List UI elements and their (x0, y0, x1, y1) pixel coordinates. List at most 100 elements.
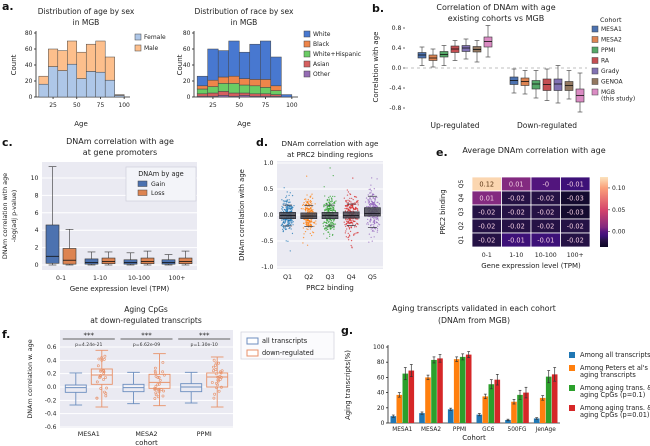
svg-text:0.0: 0.0 (264, 212, 274, 219)
svg-text:40: 40 (183, 62, 191, 69)
svg-text:60: 60 (25, 46, 33, 53)
svg-text:0.0: 0.0 (47, 384, 57, 391)
svg-text:Age: Age (237, 120, 251, 128)
svg-text:-0.01: -0.01 (567, 180, 584, 188)
svg-text:Q2: Q2 (304, 273, 313, 281)
svg-text:100: 100 (373, 344, 385, 351)
svg-text:0.10: 0.10 (612, 185, 626, 192)
svg-text:Gain: Gain (151, 181, 165, 188)
svg-text:Up-regulated: Up-regulated (431, 121, 480, 130)
svg-text:50: 50 (73, 102, 81, 109)
svg-text:-0.02: -0.02 (478, 208, 495, 216)
svg-text:MESA1: MESA1 (601, 26, 622, 33)
svg-text:(this study): (this study) (601, 96, 635, 103)
svg-text:-0.03: -0.03 (567, 208, 584, 216)
svg-text:60: 60 (377, 374, 385, 381)
panel-d-label: d. (256, 136, 269, 149)
svg-text:Down-regulated: Down-regulated (517, 121, 577, 130)
svg-text:1.0: 1.0 (264, 160, 274, 167)
svg-text:0.12: 0.12 (479, 180, 494, 188)
svg-text:all transcripts: all transcripts (262, 337, 308, 345)
svg-text:-1.0: -1.0 (261, 264, 273, 271)
svg-text:80: 80 (183, 30, 191, 37)
svg-text:0-1: 0-1 (56, 275, 66, 282)
svg-text:-0.02: -0.02 (508, 222, 525, 230)
prc2-strip-plot: DNAm correlation with age at PRC2 binding… (238, 139, 383, 292)
svg-text:-0.4: -0.4 (45, 411, 57, 418)
svg-text:-0.5: -0.5 (261, 238, 273, 245)
svg-text:20: 20 (25, 78, 33, 85)
svg-text:0: 0 (35, 262, 39, 269)
svg-text:100+: 100+ (169, 275, 186, 282)
svg-text:-0.2: -0.2 (45, 397, 57, 404)
svg-text:0.6: 0.6 (47, 344, 57, 351)
svg-text:Correlation of DNAm with age: Correlation of DNAm with age (436, 3, 555, 12)
svg-text:Distribution of race by sex: Distribution of race by sex (195, 7, 295, 16)
svg-text:0.8: 0.8 (392, 25, 402, 32)
svg-text:Q4: Q4 (347, 273, 356, 281)
svg-text:-0.6: -0.6 (45, 424, 57, 431)
aging-cpgs-boxplot: Aging CpGs at down-regulated transcripts 0… (26, 305, 335, 446)
svg-text:20: 20 (377, 405, 385, 412)
svg-text:0.01: 0.01 (509, 180, 524, 188)
svg-text:in MGB: in MGB (231, 18, 258, 27)
svg-text:GC6: GC6 (482, 427, 495, 433)
svg-text:aging CpGs (p=0.01): aging CpGs (p=0.01) (580, 411, 650, 419)
panel-g-label: g. (341, 324, 354, 337)
svg-text:0.01: 0.01 (479, 194, 494, 202)
svg-text:-0.02: -0.02 (537, 208, 554, 216)
svg-text:Cohort: Cohort (462, 434, 486, 442)
svg-text:Gene expression level (TPM): Gene expression level (TPM) (70, 285, 170, 293)
svg-text:10-100: 10-100 (535, 252, 557, 259)
svg-text:-0.02: -0.02 (508, 208, 525, 216)
validation-bar-chart: Aging transcripts validated in each coho… (344, 304, 650, 442)
svg-text:MESA2: MESA2 (421, 427, 441, 433)
svg-text:-log(adj p-value): -log(adj p-value) (10, 190, 18, 242)
svg-text:Grady: Grady (601, 68, 620, 75)
svg-text:6: 6 (35, 210, 39, 217)
svg-text:GENOA: GENOA (601, 79, 624, 86)
svg-text:-0.02: -0.02 (567, 236, 584, 244)
svg-text:Q2: Q2 (458, 222, 465, 231)
promoter-correlation-boxplot: DNAm correlation with age at gene promote… (1, 137, 197, 293)
svg-text:Among all transcripts: Among all transcripts (580, 351, 650, 359)
age-by-sex-histogram: Distribution of age by sex in MGB 0 20 40 60 8… (10, 7, 166, 128)
svg-text:0: 0 (29, 94, 33, 101)
svg-text:p=6.62e-09: p=6.62e-09 (133, 342, 160, 348)
svg-text:500FG: 500FG (508, 427, 527, 433)
svg-text:***: *** (141, 332, 152, 340)
svg-text:1-10: 1-10 (93, 275, 107, 282)
svg-text:Q5: Q5 (368, 273, 377, 281)
svg-text:Male: Male (144, 45, 159, 52)
svg-text:Aging transcripts validated in: Aging transcripts validated in each coho… (392, 304, 556, 313)
panel-b-label: b. (372, 2, 385, 15)
svg-text:aging transcripts: aging transcripts (580, 371, 636, 379)
svg-text:down-regulated: down-regulated (262, 349, 314, 357)
svg-text:60: 60 (183, 46, 191, 53)
svg-text:Other: Other (313, 71, 331, 78)
svg-text:0-1: 0-1 (482, 252, 492, 259)
svg-text:MESA2: MESA2 (135, 430, 157, 438)
panel-a-label: a. (2, 0, 14, 13)
svg-text:RA: RA (601, 58, 610, 65)
svg-text:75: 75 (262, 102, 270, 109)
svg-text:Female: Female (144, 34, 166, 41)
svg-text:PPMI: PPMI (197, 430, 212, 438)
svg-text:-0.4: -0.4 (389, 85, 401, 92)
svg-text:100: 100 (118, 102, 130, 109)
svg-text:2: 2 (35, 245, 39, 252)
svg-text:80: 80 (25, 30, 33, 37)
correlation-heatmap: Average DNAm correlation with age 0.12 0.0… (439, 146, 626, 270)
svg-text:DNAm correlation with age: DNAm correlation with age (1, 173, 9, 259)
svg-text:PRC2 binding: PRC2 binding (439, 189, 447, 234)
svg-text:Count: Count (176, 54, 184, 75)
svg-text:0.4: 0.4 (47, 357, 57, 364)
svg-text:DNAm by age: DNAm by age (138, 170, 184, 178)
svg-text:Gene expression level (TPM): Gene expression level (TPM) (481, 262, 581, 270)
race-by-sex-histogram: Distribution of race by sex in MGB 0 20 40 60… (176, 7, 361, 128)
svg-text:-0: -0 (542, 180, 549, 188)
svg-text:100+: 100+ (567, 252, 584, 259)
svg-text:10: 10 (31, 175, 39, 182)
svg-text:-0.8: -0.8 (389, 105, 401, 112)
svg-text:DNAm correlation with age: DNAm correlation with age (282, 139, 379, 148)
